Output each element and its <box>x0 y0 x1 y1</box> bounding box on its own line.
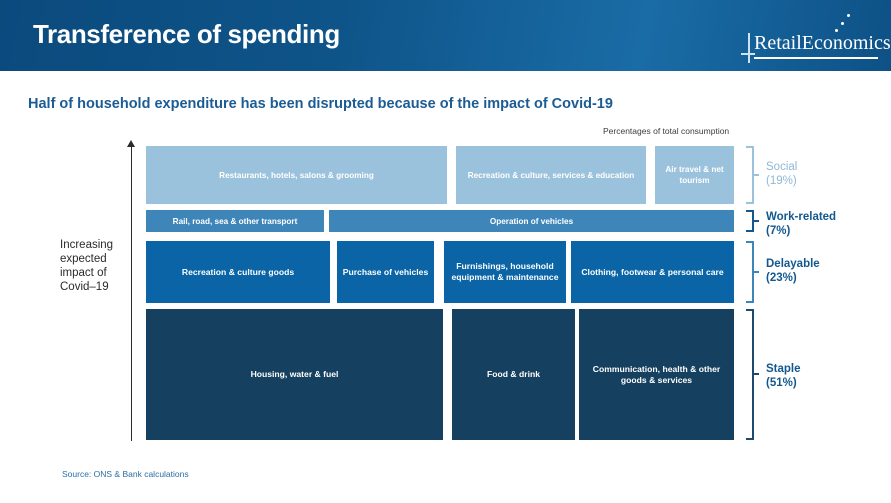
category-bracket-staple <box>746 309 760 440</box>
retail-economics-logo: RetailEconomics <box>738 11 891 63</box>
category-bracket-social <box>746 146 760 204</box>
bar-segment[interactable]: Furnishings, household equipment & maint… <box>444 241 566 303</box>
logo-vertical-rule <box>748 33 750 63</box>
logo-dot-icon <box>841 22 844 25</box>
category-percent: (7%) <box>766 224 791 237</box>
category-label-delayable: Delayable (23%) <box>766 258 820 285</box>
bar-segment[interactable]: Clothing, footwear & personal care <box>571 241 734 303</box>
page-header: Transference of spending RetailEconomics <box>0 0 891 71</box>
y-axis-arrow-icon <box>127 140 135 147</box>
bracket-top-tick <box>746 146 753 148</box>
logo-horizontal-tick <box>741 53 755 55</box>
category-percent: (19%) <box>766 174 797 187</box>
bar-segment[interactable]: Recreation & culture, services & educati… <box>456 146 646 204</box>
bar-segment-label: Recreation & culture, services & educati… <box>467 170 635 180</box>
bar-segment[interactable]: Rail, road, sea & other transport <box>146 210 324 232</box>
source-note: Source: ONS & Bank calculations <box>62 469 189 479</box>
bar-segment-label: Communication, health & other goods & se… <box>592 363 721 385</box>
bar-segment-label: Operation of vehicles <box>489 216 574 226</box>
bar-segment-label: Restaurants, hotels, salons & grooming <box>219 170 374 180</box>
bracket-top-tick <box>746 241 753 243</box>
bracket-top-tick <box>746 309 753 311</box>
chart-subtitle: Half of household expenditure has been d… <box>28 96 613 112</box>
bar-segment[interactable]: Operation of vehicles <box>329 210 734 232</box>
bar-segment[interactable]: Communication, health & other goods & se… <box>579 309 734 440</box>
category-name: Delayable <box>766 258 820 270</box>
y-axis-line <box>131 146 132 441</box>
category-label-social: Social (19%) <box>766 161 797 188</box>
bar-segment-label: Rail, road, sea & other transport <box>172 216 298 226</box>
y-axis-label: Increasing expected impact of Covid–19 <box>60 239 114 293</box>
bar-segment[interactable]: Purchase of vehicles <box>337 241 434 303</box>
category-percent: (23%) <box>766 271 797 284</box>
axis-note: Percentages of total consumption <box>603 126 730 136</box>
bracket-bottom-tick <box>746 230 753 232</box>
bar-segment-label: Purchase of vehicles <box>342 266 429 277</box>
category-bracket-delayable <box>746 241 760 303</box>
bar-segment[interactable]: Food & drink <box>452 309 575 440</box>
category-label-work-related: Work-related (7%) <box>766 211 836 238</box>
category-name: Staple <box>766 363 801 375</box>
bar-segment-label: Recreation & culture goods <box>181 266 295 277</box>
bracket-mid-tick <box>752 174 759 176</box>
category-bracket-work-related <box>746 210 760 232</box>
bar-segment-label: Housing, water & fuel <box>250 369 339 379</box>
bracket-mid-tick <box>752 271 759 273</box>
bar-segment[interactable]: Air travel & net tourism <box>655 146 734 204</box>
logo-dot-icon <box>835 29 838 32</box>
bar-segment-label: Furnishings, household equipment & maint… <box>451 261 559 282</box>
bar-segment[interactable]: Recreation & culture goods <box>146 241 330 303</box>
bar-segment[interactable]: Restaurants, hotels, salons & grooming <box>146 146 447 204</box>
bar-segment-label: Air travel & net tourism <box>665 165 724 185</box>
logo-dot-icon <box>847 14 850 17</box>
bracket-mid-tick <box>752 220 759 222</box>
bracket-top-tick <box>746 210 753 212</box>
category-percent: (51%) <box>766 376 797 389</box>
bar-segment-label: Clothing, footwear & personal care <box>581 266 724 277</box>
bracket-bottom-tick <box>746 202 753 204</box>
bracket-bottom-tick <box>746 438 753 440</box>
page-title: Transference of spending <box>33 19 340 49</box>
logo-underline <box>754 57 878 59</box>
bar-segment-label: Food & drink <box>487 369 540 379</box>
bracket-mid-tick <box>752 373 759 375</box>
logo-wordmark: RetailEconomics <box>754 32 891 54</box>
category-name: Work-related <box>766 211 837 223</box>
category-label-staple: Staple (51%) <box>766 363 801 390</box>
bracket-bottom-tick <box>746 301 753 303</box>
category-name: Social <box>766 161 798 173</box>
bar-segment[interactable]: Housing, water & fuel <box>146 309 443 440</box>
